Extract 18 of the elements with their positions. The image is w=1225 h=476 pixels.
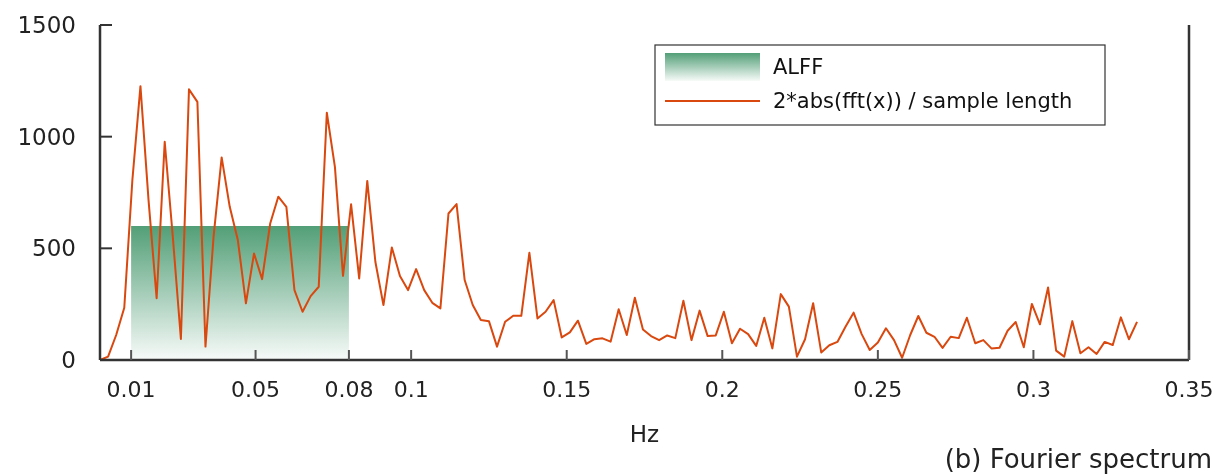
x-tick-label: 0.15 — [542, 377, 592, 402]
line-series — [99, 85, 1139, 361]
x-tick-label: 0.3 — [1015, 377, 1051, 402]
x-axis-title: Hz — [629, 421, 660, 447]
x-tick-label: 0.01 — [106, 377, 156, 402]
legend-label: 2*abs(fft(x)) / sample length — [773, 89, 1073, 114]
y-tick-label: 1500 — [17, 12, 76, 39]
x-tick-label: 0.25 — [853, 377, 903, 402]
y-tick-label: 500 — [32, 235, 76, 262]
text: (b) Fourier spectrum — [944, 444, 1212, 474]
x-tick-label: 0.05 — [231, 377, 281, 402]
x-tick-label: 0.35 — [1164, 377, 1214, 402]
x-tick-label: 0.2 — [704, 377, 740, 402]
legend-label: ALFF — [773, 55, 824, 80]
x-tick-label: 0.08 — [324, 377, 374, 402]
x-tick-label: 0.1 — [393, 377, 429, 402]
y-tick-label: 0 — [61, 347, 76, 374]
y-tick-label: 1000 — [17, 123, 76, 150]
